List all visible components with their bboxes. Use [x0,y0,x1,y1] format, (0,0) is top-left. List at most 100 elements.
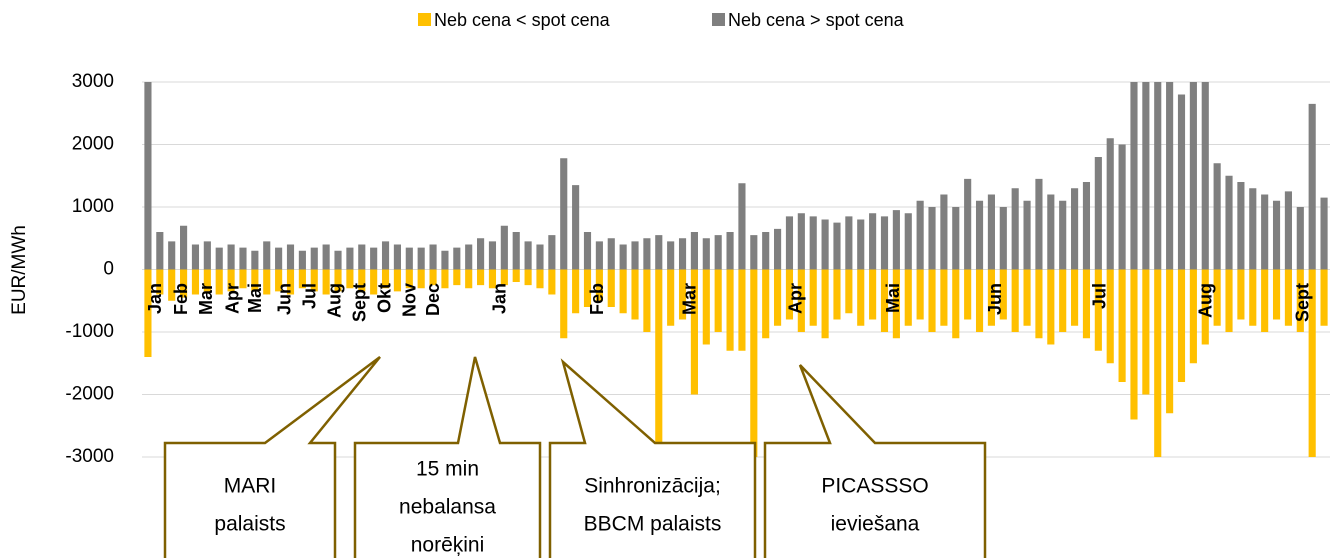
bar [1284,269,1292,326]
legend-label: Neb cena < spot cena [434,10,611,30]
bar [203,241,211,270]
bar [358,244,366,270]
bar [334,250,342,270]
bar [999,207,1007,270]
x-tick-label: Apr [222,283,242,314]
bar [762,269,770,339]
bar [975,200,984,270]
bar [144,82,152,270]
bar [1035,269,1043,339]
bar [1106,269,1114,364]
bar [821,219,829,270]
bar [405,269,413,289]
x-tick-label: Dec [423,283,443,316]
bar [750,269,758,457]
bar [1201,82,1209,270]
bar [1071,269,1079,326]
bar [1320,269,1328,326]
callout-text: PICASSSO [821,475,928,498]
bar [595,269,603,301]
x-tick-label: Aug [1195,283,1215,318]
bar [488,269,497,289]
bar [714,269,722,332]
bar [156,232,164,270]
bar [785,269,794,320]
bar [1094,157,1102,270]
bar [1201,269,1209,345]
bar [215,269,223,295]
bar [1047,269,1055,345]
bar [286,244,295,270]
bar [690,269,698,395]
bar [607,238,615,270]
bar [1272,200,1281,270]
bar [358,269,366,292]
x-tick-label: Apr [785,283,805,314]
x-tick-label: Jan [490,283,510,314]
bar [1142,269,1150,395]
bar [524,269,532,286]
bar [560,269,568,339]
bar [928,269,936,332]
bar [750,235,758,270]
bar [762,232,770,270]
bar [1177,94,1186,270]
callout-box [163,355,381,558]
bar [619,269,627,314]
bar [251,250,259,270]
bar [536,244,544,270]
bar [1011,269,1019,332]
bar [393,244,401,270]
bar [797,269,805,332]
bar [180,269,188,298]
bar [180,225,188,270]
callout-text: BBCM palaists [584,513,722,536]
bar [1272,269,1281,320]
bar [904,213,912,270]
bar [857,269,865,326]
bar [738,183,746,270]
bar [322,269,330,295]
bar [512,232,520,270]
bar [1011,188,1019,270]
bar [869,269,877,320]
x-tick-label: Jul [1090,283,1110,309]
bar [1225,269,1233,332]
bar [1118,144,1126,270]
bar [726,232,734,270]
bar [310,269,318,292]
bar [667,269,675,326]
bar [845,216,853,270]
bar [595,241,603,270]
bar [714,235,722,270]
bar [156,269,164,295]
bar [286,269,295,295]
bar [453,247,461,270]
x-tick-label: Sept [1293,283,1313,322]
bar [334,269,342,292]
bar [191,244,200,270]
bar [1189,269,1197,364]
callout-text: Sinhronizācija; [584,475,721,498]
bar [643,238,651,270]
bar [940,194,948,270]
bar [1320,197,1328,270]
bar [227,244,235,270]
bar [1071,188,1079,270]
bar [1142,82,1150,270]
bar [1237,182,1245,270]
bar [1177,269,1186,382]
bar [1082,269,1091,339]
bar [1261,269,1269,332]
bar [1308,269,1316,457]
bar [869,213,877,270]
bar [892,269,900,339]
bar [952,269,960,339]
bar [524,241,532,270]
bar [203,269,211,292]
bar [904,269,912,326]
x-tick-label: Aug [324,283,344,318]
bar [655,235,663,270]
callout-text: 15 min [416,458,479,481]
bar [477,238,485,270]
